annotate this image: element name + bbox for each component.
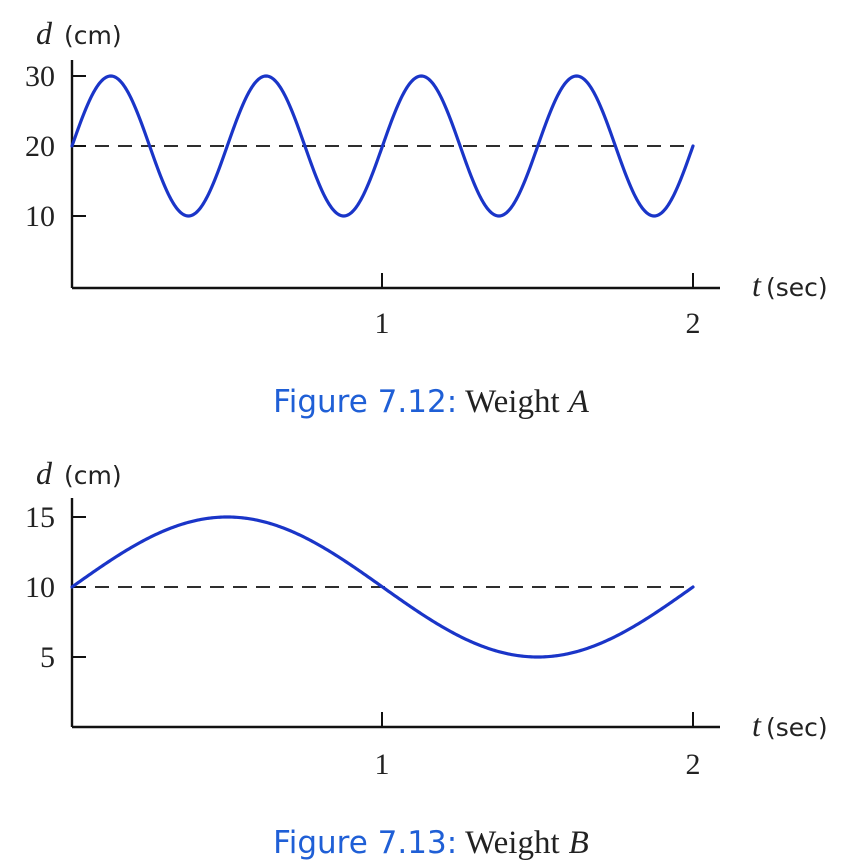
caption-number-b: Figure 7.13 — [273, 825, 447, 861]
chart-weight-b: d (cm) 15 10 5 1 2 t (sec) — [25, 455, 828, 781]
caption-weight-b: Figure 7.13: Weight B — [273, 825, 589, 861]
caption-weight-a: Figure 7.12: Weight A — [273, 384, 589, 420]
y-tick-label-10-b: 10 — [25, 571, 55, 604]
chart-weight-a: d (cm) 30 20 10 1 2 t (sec) — [25, 15, 828, 340]
y-tick-label-5: 5 — [40, 641, 55, 674]
series-line-weight-a — [70, 74, 695, 218]
caption-separator-b: : — [447, 825, 457, 861]
x-axis-variable-b: t — [752, 707, 762, 743]
x-tick-label-1-b: 1 — [375, 748, 390, 781]
y-axis-variable-b: d — [36, 455, 53, 491]
x-axis-unit-b: (sec) — [766, 713, 828, 742]
y-tick-label-10: 10 — [25, 200, 55, 233]
caption-letter-a: A — [567, 384, 590, 420]
caption-number-a: Figure 7.12 — [273, 384, 447, 420]
caption-letter-b: B — [569, 825, 589, 861]
y-axis-unit-a: (cm) — [64, 21, 122, 50]
x-tick-label-1: 1 — [375, 307, 390, 340]
caption-text-b: Weight — [465, 825, 560, 861]
caption-text-a: Weight — [465, 384, 560, 420]
x-axis-variable-a: t — [752, 267, 762, 303]
y-tick-label-30: 30 — [25, 60, 55, 93]
x-tick-label-2-b: 2 — [686, 748, 701, 781]
y-axis-unit-b: (cm) — [64, 461, 122, 490]
series-line-weight-b — [70, 515, 695, 659]
x-tick-label-2: 2 — [686, 307, 701, 340]
y-axis-variable-a: d — [36, 15, 53, 51]
x-axis-unit-a: (sec) — [766, 273, 828, 302]
y-tick-label-20: 20 — [25, 130, 55, 163]
y-tick-label-15: 15 — [25, 501, 55, 534]
caption-separator-a: : — [447, 384, 457, 420]
